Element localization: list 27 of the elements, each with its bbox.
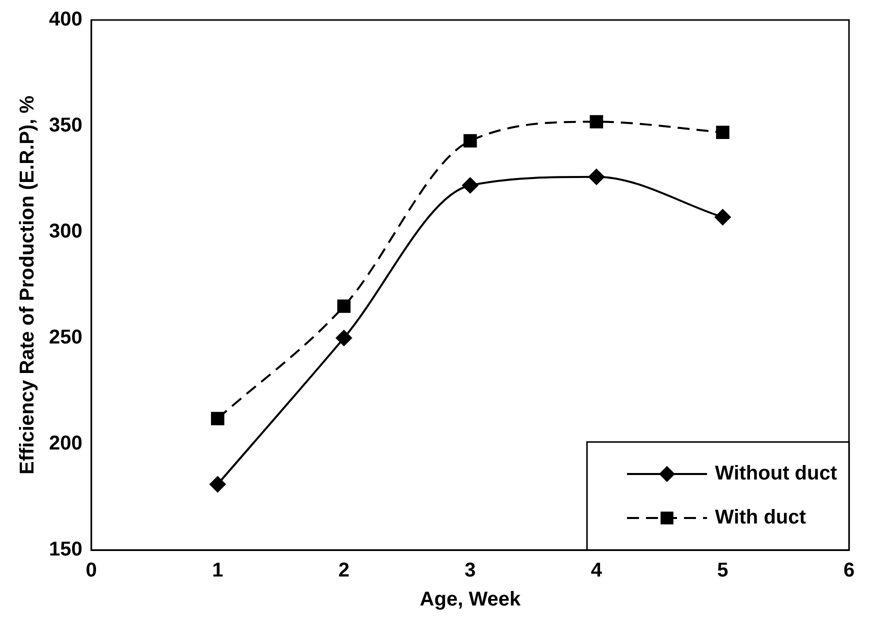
y-tick-label: 200 xyxy=(48,432,82,455)
x-tick-label: 6 xyxy=(843,560,855,582)
point xyxy=(462,177,478,194)
legend-label: Without duct xyxy=(715,462,838,485)
y-tick-label: 250 xyxy=(48,326,82,349)
point xyxy=(210,476,226,492)
point xyxy=(337,300,351,313)
point xyxy=(714,209,731,226)
point xyxy=(210,412,224,426)
point xyxy=(464,134,477,148)
point xyxy=(716,126,730,140)
legend-label: With duct xyxy=(715,506,806,529)
point xyxy=(336,330,352,346)
x-tick-label: 3 xyxy=(464,560,476,582)
x-tick-label: 4 xyxy=(590,560,603,582)
y-tick-label: 350 xyxy=(48,114,82,137)
x-tick-label: 5 xyxy=(717,560,728,582)
point xyxy=(590,115,604,128)
y-tick-label: 400 xyxy=(48,8,82,31)
x-tick-label: 1 xyxy=(212,560,224,582)
y-tick-label: 150 xyxy=(48,538,82,561)
point xyxy=(588,168,604,185)
y-axis-title: Efficiency Rate of Production (E.R.P), % xyxy=(16,95,39,474)
x-axis-title: Age, Week xyxy=(420,588,522,611)
x-tick-label: 2 xyxy=(338,560,350,582)
x-tick-label: 0 xyxy=(86,560,97,582)
y-tick-label: 300 xyxy=(48,220,82,243)
